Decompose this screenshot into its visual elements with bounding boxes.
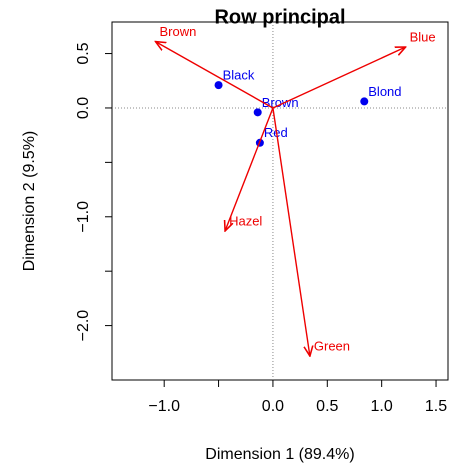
x-tick-label: −1.0 (148, 398, 180, 415)
point (214, 81, 223, 90)
point-label: Red (264, 125, 288, 140)
point (253, 108, 262, 117)
x-tick-label: 0.5 (316, 398, 338, 415)
point-label: Black (223, 68, 255, 83)
x-tick-label: 1.5 (425, 398, 447, 415)
point (360, 97, 369, 106)
point-label: Blue (410, 29, 436, 44)
chart-title: Row principal (214, 6, 345, 28)
y-tick-label: −2.0 (75, 310, 92, 342)
y-axis-title: Dimension 2 (9.5%) (21, 131, 38, 272)
point-label: Green (314, 338, 350, 353)
arrow (155, 42, 274, 109)
arrow (272, 107, 310, 356)
plot-frame (111, 21, 449, 381)
point-label: Brown (262, 95, 299, 110)
arrow (225, 107, 274, 231)
y-tick-label: 0.5 (75, 42, 92, 64)
y-tick-label: 0.0 (75, 97, 92, 119)
point-label: Hazel (229, 213, 262, 228)
point-label: Blond (368, 84, 401, 99)
x-tick-label: 1.0 (371, 398, 393, 415)
y-tick-label: −1.0 (75, 201, 92, 233)
arrow (272, 47, 406, 109)
point-label: Brown (159, 24, 196, 39)
x-tick-label: 0.0 (262, 398, 284, 415)
x-axis-title: Dimension 1 (89.4%) (205, 446, 354, 463)
